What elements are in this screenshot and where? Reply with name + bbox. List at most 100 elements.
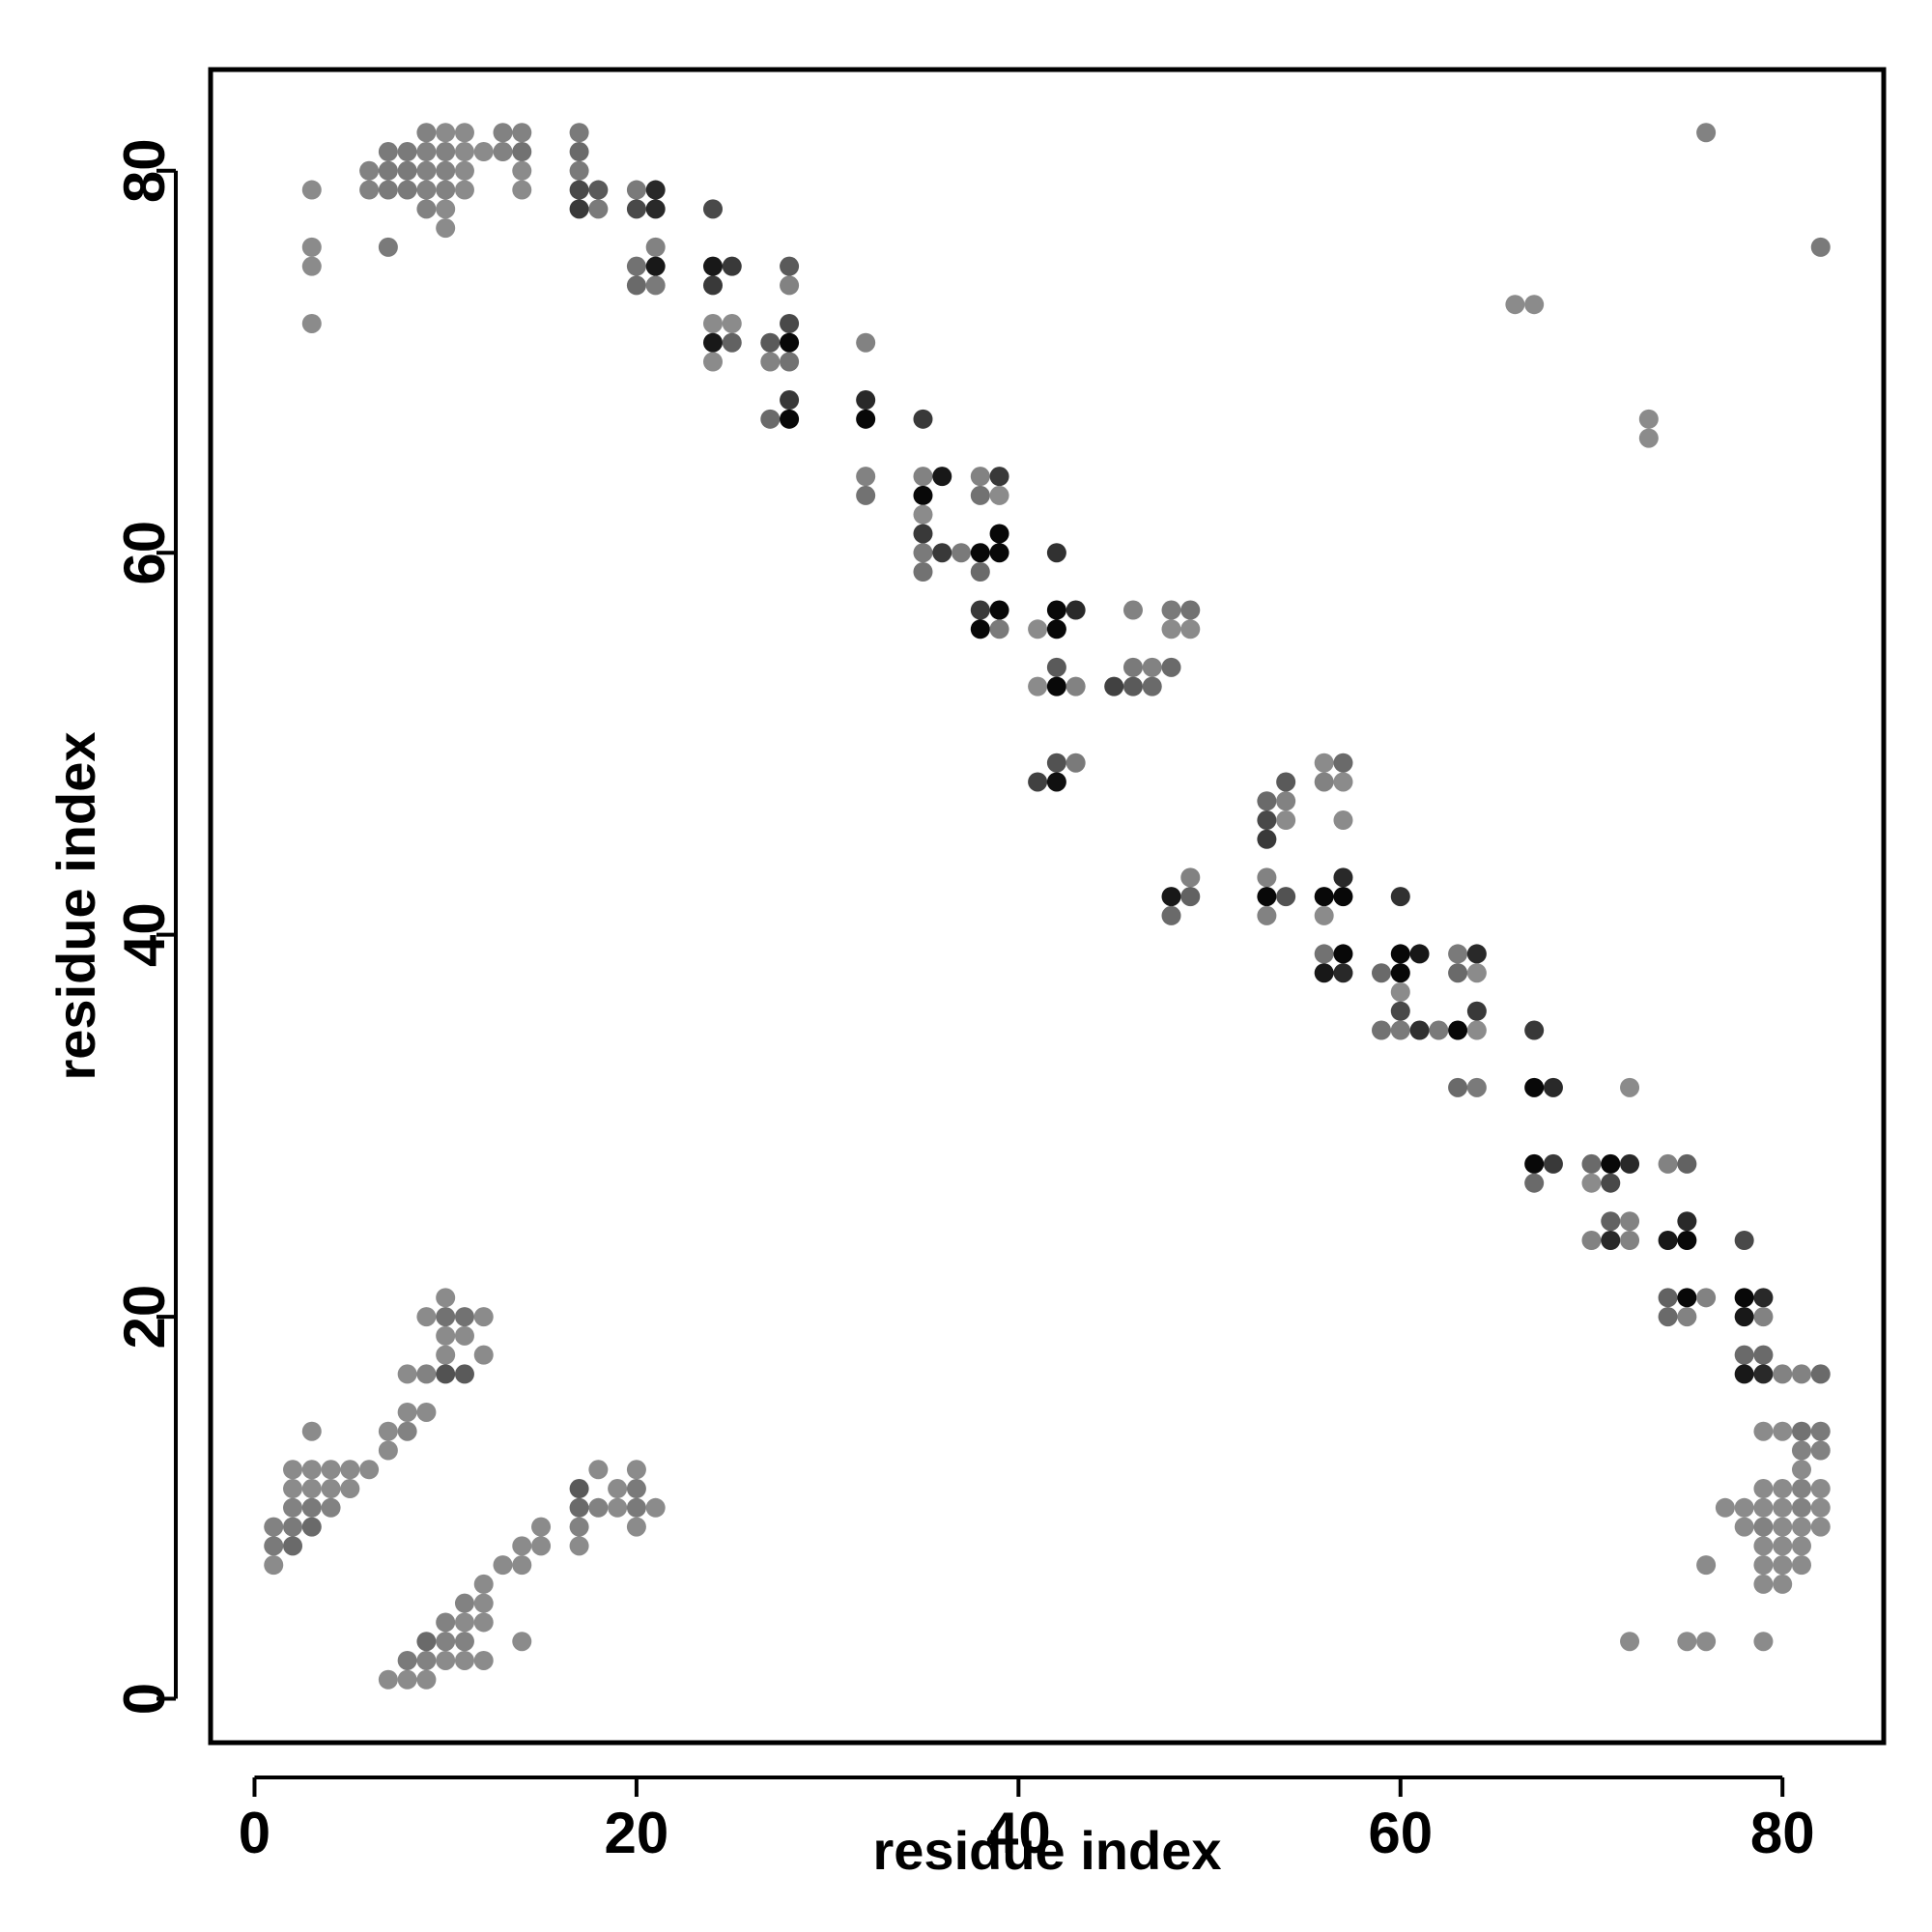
contact-point: [473, 142, 494, 162]
contact-point: [397, 142, 417, 162]
contact-point: [932, 467, 952, 487]
contact-point: [1753, 1555, 1774, 1576]
contact-point: [1046, 657, 1066, 677]
contact-point: [436, 1632, 456, 1652]
contact-point: [989, 467, 1009, 487]
contact-point: [1390, 963, 1410, 983]
contact-point: [378, 1669, 398, 1690]
contact-point: [970, 485, 990, 505]
contact-point: [1791, 1364, 1811, 1384]
contact-point: [1734, 1364, 1754, 1384]
contact-point: [1505, 295, 1525, 315]
contact-point: [780, 275, 800, 296]
contact-point: [569, 1517, 589, 1537]
contact-point: [283, 1497, 303, 1518]
contact-point: [1810, 1364, 1831, 1384]
y-tick-label: 80: [112, 138, 177, 203]
contact-point: [359, 1460, 380, 1480]
contact-point: [1333, 944, 1353, 964]
contact-point: [473, 1650, 494, 1670]
contact-point: [1791, 1517, 1811, 1537]
contact-point: [301, 1497, 322, 1518]
contact-point: [1810, 1440, 1831, 1461]
contact-point: [760, 409, 781, 429]
contact-point: [1390, 1001, 1410, 1021]
contact-point: [1543, 1153, 1563, 1174]
contact-point: [1257, 905, 1277, 925]
contact-point: [1314, 905, 1334, 925]
contact-point: [1046, 600, 1066, 620]
contact-point: [1448, 1020, 1468, 1040]
contact-point: [416, 1307, 437, 1327]
contact-point: [989, 619, 1009, 639]
contact-point: [989, 600, 1009, 620]
contact-point: [1046, 619, 1066, 639]
contact-point: [397, 1402, 417, 1422]
contact-point: [454, 1632, 474, 1652]
contact-point: [454, 1593, 474, 1613]
contact-point: [1122, 600, 1143, 620]
contact-point: [531, 1517, 552, 1537]
contact-point: [416, 180, 437, 200]
contact-point: [1658, 1307, 1678, 1327]
contact-point: [1791, 1440, 1811, 1461]
contact-point: [569, 123, 589, 143]
contact-point: [1696, 1632, 1717, 1652]
contact-point: [1314, 753, 1334, 773]
contact-point: [378, 237, 398, 257]
contact-point: [1638, 409, 1659, 429]
contact-point: [1601, 1153, 1621, 1174]
contact-point: [416, 142, 437, 162]
contact-point: [264, 1517, 284, 1537]
y-axis-title: residue index: [45, 731, 106, 1080]
contact-point: [1390, 1020, 1410, 1040]
contact-point: [1333, 887, 1353, 907]
contact-point: [1314, 963, 1334, 983]
contact-point: [569, 160, 589, 181]
contact-point: [436, 1650, 456, 1670]
y-tick-label: 60: [112, 521, 177, 585]
contact-point: [1753, 1574, 1774, 1594]
contact-point: [856, 332, 876, 353]
contact-point: [608, 1479, 628, 1499]
contact-point: [1333, 867, 1353, 888]
contact-point: [1696, 123, 1717, 143]
contact-point: [1734, 1517, 1754, 1537]
contact-point: [1734, 1497, 1754, 1518]
contact-point: [1773, 1517, 1793, 1537]
contact-point: [1524, 1077, 1545, 1097]
contact-point: [436, 1612, 456, 1633]
contact-point: [512, 180, 532, 200]
contact-point: [1810, 1479, 1831, 1499]
contact-point: [1122, 676, 1143, 696]
contact-point: [1142, 657, 1162, 677]
contact-point: [512, 123, 532, 143]
contact-point: [436, 1307, 456, 1327]
contact-point: [531, 1536, 552, 1556]
contact-point: [913, 524, 933, 544]
contact-point: [1753, 1479, 1774, 1499]
contact-point: [1753, 1632, 1774, 1652]
axes-layer: 0 20 40 60 80 0 20 40 60 80: [112, 138, 1815, 1865]
contact-point: [1065, 600, 1086, 620]
contact-point: [932, 543, 952, 563]
contact-point: [493, 123, 513, 143]
contact-point: [702, 275, 723, 296]
y-tick-label: 40: [112, 902, 177, 967]
contact-point: [436, 199, 456, 219]
contact-point: [454, 1364, 474, 1384]
contact-point: [1333, 810, 1353, 831]
contact-point: [301, 180, 322, 200]
contact-point: [569, 142, 589, 162]
contact-point: [301, 256, 322, 276]
contact-point: [1753, 1421, 1774, 1441]
contact-point: [1677, 1288, 1697, 1308]
contact-point: [473, 1612, 494, 1633]
contact-point: [493, 142, 513, 162]
contact-point: [454, 160, 474, 181]
contact-point: [301, 313, 322, 333]
contact-point: [1314, 772, 1334, 792]
contact-point: [397, 180, 417, 200]
contact-point: [436, 180, 456, 200]
